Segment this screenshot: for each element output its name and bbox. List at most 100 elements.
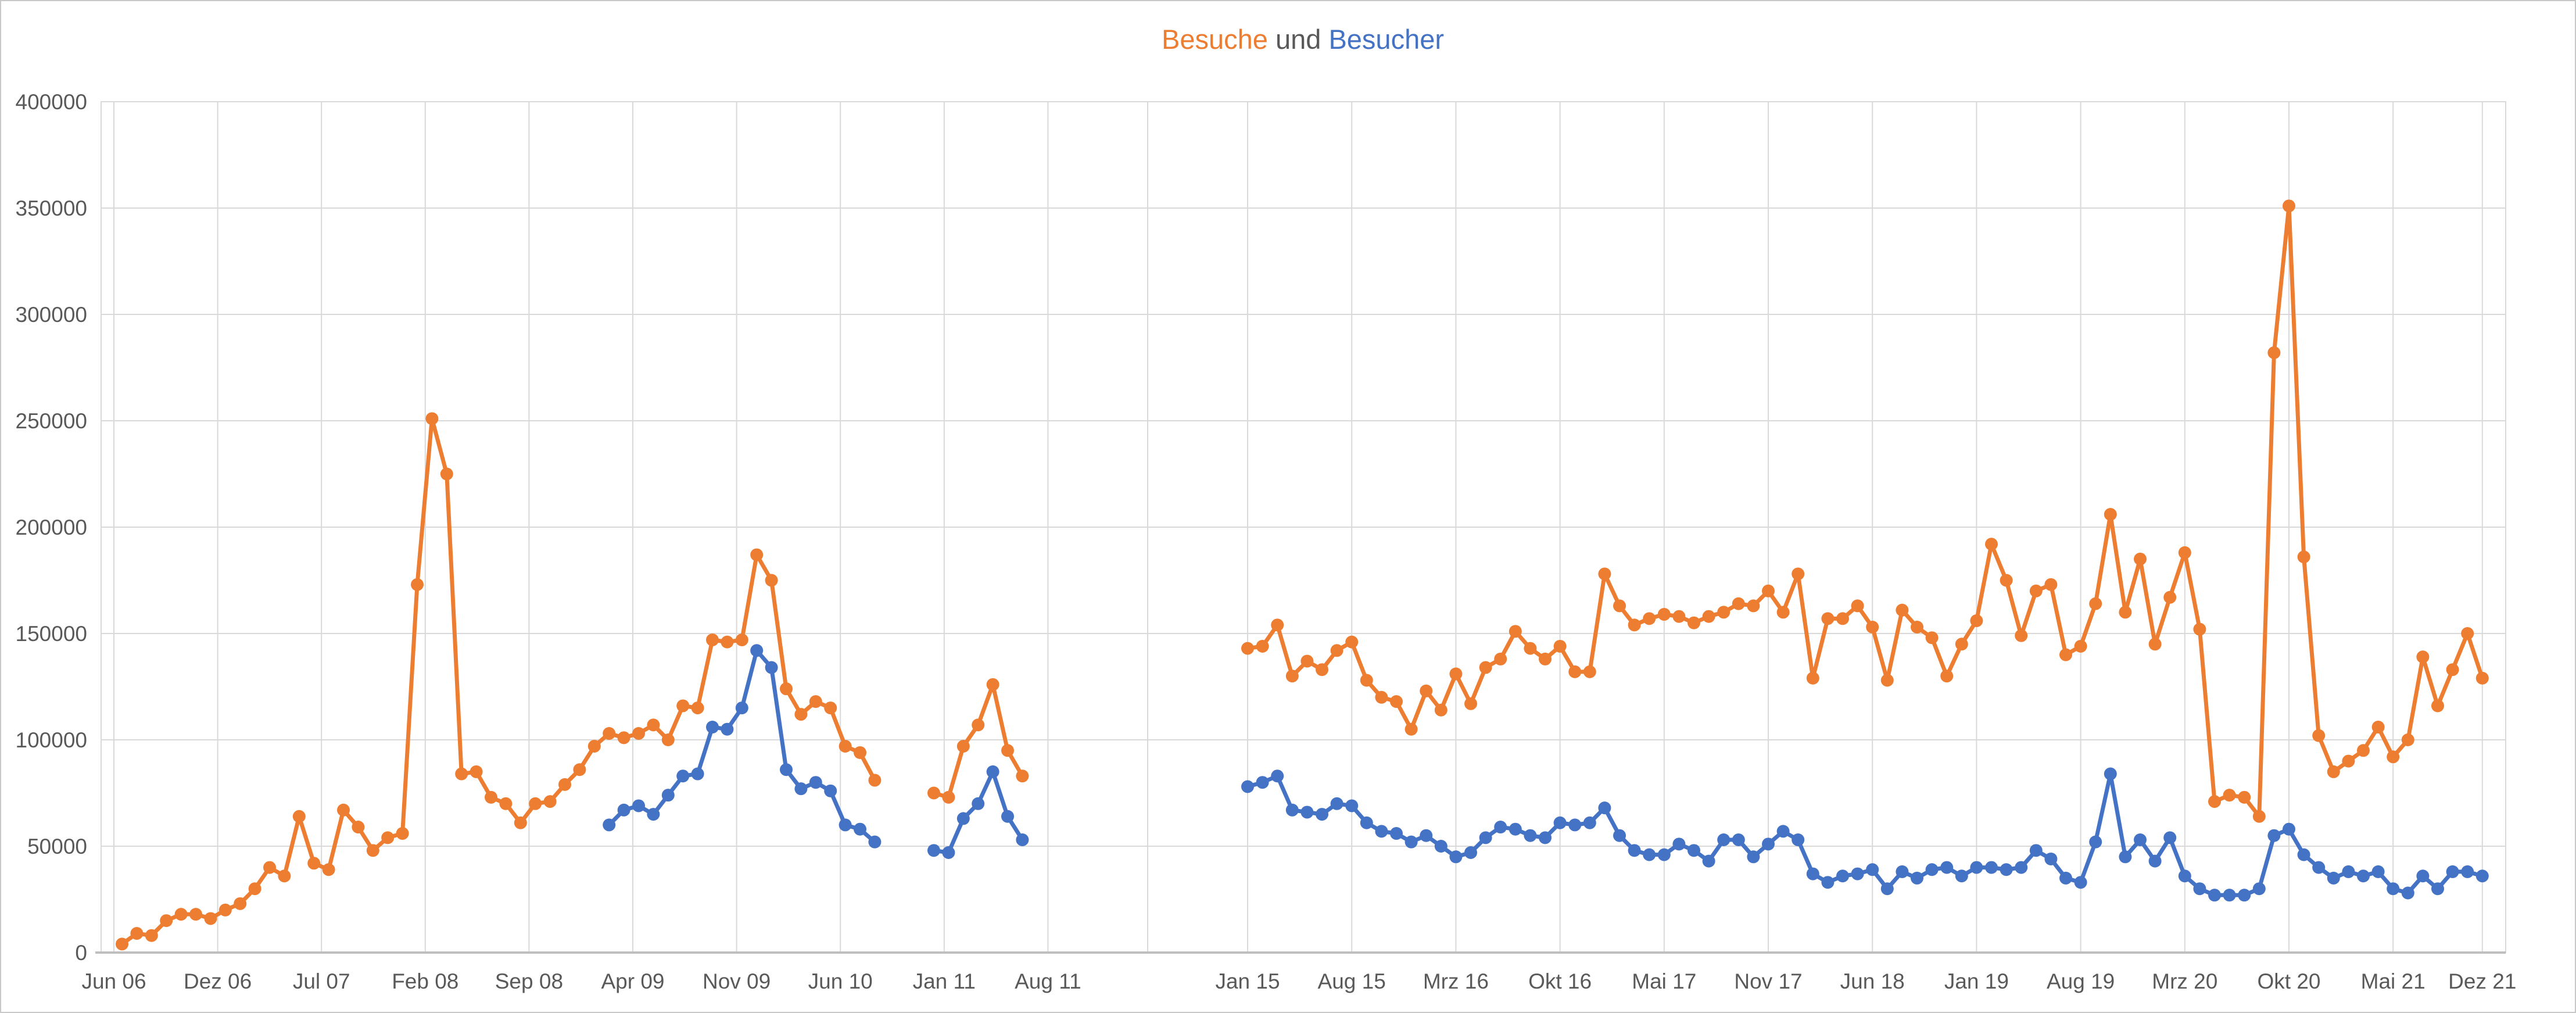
besuche-left-line [120,416,877,946]
besucher-right-point [1316,808,1328,821]
besuche-right-point [2208,795,2221,808]
besucher-right-point [1732,833,1745,847]
besucher-right-point [1583,816,1596,829]
besuche-right-point [2267,346,2281,359]
besucher-right-point [2461,865,2474,878]
besuche-left-point [116,937,128,951]
besucher-right-point [1911,871,1923,885]
besuche-right-point [2015,629,2028,642]
besucher-right-point [2371,865,2385,878]
besucher-right-point [1524,829,1537,842]
besuche-right-point [1539,652,1552,665]
y-axis-tick-label: 50000 [27,835,87,858]
x-axis-tick-label: Jan 15 [1215,969,1280,993]
besuche-left-point [396,827,409,840]
besucher-left-point [824,784,837,797]
besuche-left-point [1001,744,1014,757]
besuche-right-point [1375,690,1388,704]
besuche-right-point [1405,722,1418,736]
besuche-left-point [381,831,395,844]
besucher-right-point [2015,861,2028,874]
besuche-right-point [1672,610,1686,623]
besuche-right-point [1702,610,1715,623]
besuche-right-point [2446,663,2459,676]
besucher-right-point [2342,865,2355,878]
besuche-right-point [2044,578,2058,591]
besuche-right-point [1955,638,1968,651]
besuche-right-point [2431,699,2444,713]
besuche-left-point [543,795,557,808]
besuche-right-point [1271,618,1284,632]
besuche-right-point [1940,670,1954,683]
besucher-left-point [617,803,630,817]
besucher-right-point [2104,767,2117,781]
besuche-right-point [1896,603,1909,617]
besuche-right-point [1285,670,1299,683]
besuche-left-point [632,727,645,740]
besucher-right-point [2416,869,2430,883]
besuche-right-point [1747,599,1760,613]
besuche-right-point [1360,674,1373,687]
x-axis-tick-label: Jan 11 [913,969,976,993]
besucher-left-point [854,822,866,836]
besuche-right-point [1717,606,1731,619]
besucher-left-point [956,812,970,825]
besucher-left-point [839,818,852,832]
besucher-right-point [1360,816,1373,829]
besuche-left-point [352,821,365,834]
besucher-left-point [750,644,764,657]
besuche-left-point [706,633,719,646]
besuche-right-point [2178,546,2191,559]
besucher-left-point [794,782,808,796]
besucher-right-point [1747,850,1760,864]
besuche-left-point [661,733,675,746]
besuche-left-point [986,678,999,691]
besuche-left-point [174,908,188,921]
x-axis-tick-label: Jan 19 [1944,969,2009,993]
besuche-left-point [780,682,793,696]
besuche-right-point [2327,765,2340,778]
besucher-right-point [1955,869,1968,883]
besucher-left-point [986,765,999,778]
besuche-right-point [1568,665,1582,678]
besucher-left-point [1001,810,1014,823]
besuche-right-point [1880,674,1894,687]
x-axis-tick-label: Dez 06 [184,969,252,993]
besucher-left-point [647,808,660,821]
besuche-right-point [1479,661,1492,674]
besucher-right-point [1568,818,1582,832]
besuche-left-point [292,810,306,823]
besucher-right-point [1657,848,1671,861]
besucher-right-point [1464,846,1477,859]
besuche-right-point [2252,810,2266,823]
besuche-left-point [809,695,822,708]
besuche-left-point [248,882,261,896]
besucher-left-point [603,818,616,832]
y-axis-tick-label: 0 [75,941,87,965]
besuche-left-point [854,746,866,759]
besuche-right-point [1732,597,1745,610]
besucher-right-point [2029,844,2043,857]
besucher-right-point [1702,854,1715,868]
x-axis-tick-label: Okt 20 [2258,969,2321,993]
besuche-right-point [1345,635,1359,649]
besuche-left-point [1016,769,1029,783]
besucher-right-point [1553,816,1567,829]
y-axis-tick-label: 350000 [16,196,87,220]
besucher-right-point [2283,822,2295,836]
besuche-right-point [1420,684,1433,697]
besuche-right-point [1792,567,1805,581]
besuche-right-point [1241,642,1254,655]
besuche-right-point [1628,618,1641,632]
besuche-right-point [1688,616,1700,629]
besucher-right-point [1836,869,1849,883]
besuche-right-point [1256,639,1269,653]
besuche-right-point [2074,639,2087,653]
besuche-left-point [972,718,985,732]
besucher-right-point [1300,806,1314,819]
besuche-left-point [956,739,970,753]
besucher-left-point [676,769,690,783]
besuche-left-point [824,701,837,715]
besuche-right-point [1449,667,1463,681]
x-axis-tick-label: Nov 09 [703,969,771,993]
